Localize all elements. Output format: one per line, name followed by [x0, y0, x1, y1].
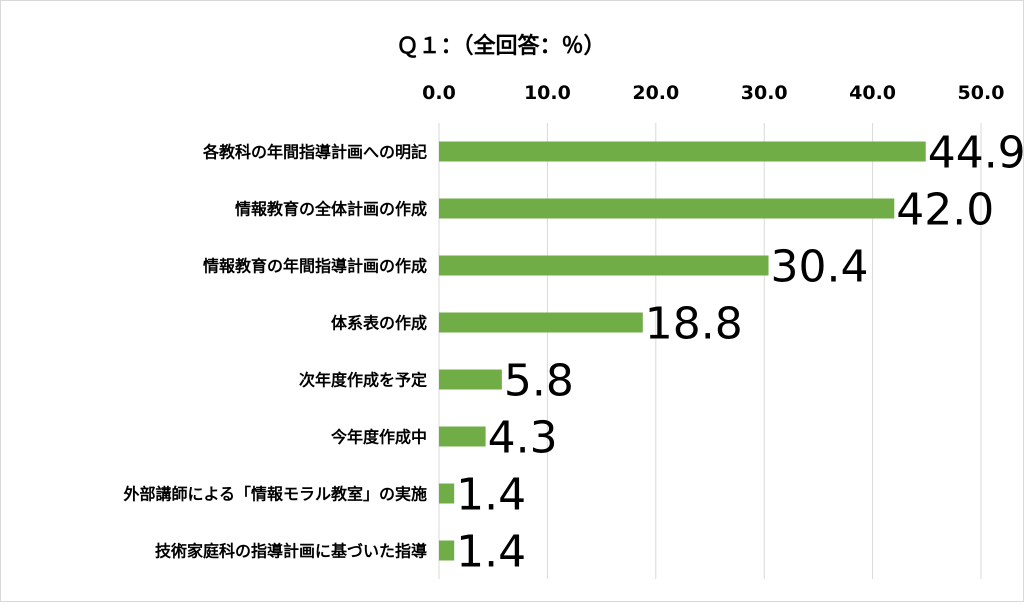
bars	[439, 141, 926, 561]
category-label: 体系表の作成	[331, 314, 427, 333]
data-label: 1.4	[456, 527, 526, 578]
category-label: 情報教育の年間指導計画の作成	[203, 257, 427, 276]
category-label: 技術家庭科の指導計画に基づいた指導	[155, 542, 427, 561]
data-label: 30.4	[771, 242, 869, 293]
chart-title: Ｑ１：（全回答：％）	[396, 33, 605, 59]
bar	[439, 483, 455, 504]
category-label: 外部講師による「情報モラル教室」の実施	[122, 485, 427, 504]
data-label: 1.4	[456, 470, 526, 521]
tick-label: 0.0	[422, 82, 456, 104]
category-label: 情報教育の全体計画の作成	[235, 200, 427, 219]
category-label: 各教科の年間指導計画への明記	[202, 143, 427, 162]
data-label: 4.3	[488, 413, 558, 464]
tick-label: 10.0	[524, 82, 571, 104]
bar	[439, 369, 502, 390]
category-labels: 各教科の年間指導計画への明記情報教育の全体計画の作成情報教育の年間指導計画の作成…	[122, 143, 427, 561]
tick-label: 20.0	[632, 82, 679, 104]
bar	[439, 312, 643, 333]
bar	[439, 198, 895, 219]
category-label: 次年度作成を予定	[299, 371, 427, 390]
tick-label: 30.0	[741, 82, 788, 104]
data-label: 5.8	[504, 356, 574, 407]
tick-label: 50.0	[958, 82, 1005, 104]
tick-label: 40.0	[849, 82, 896, 104]
bar	[439, 255, 769, 276]
bar	[439, 141, 926, 162]
data-labels: 44.9 42.0 30.4 18.8 5.8 4.3 1.4 1.4	[456, 128, 1024, 578]
bar	[439, 540, 455, 561]
bar	[439, 426, 486, 447]
data-label: 18.8	[645, 299, 743, 350]
data-label: 44.9	[928, 128, 1024, 179]
x-axis-ticks: 0.0 10.0 20.0 30.0 40.0 50.0	[422, 82, 1004, 104]
data-label: 42.0	[896, 185, 994, 236]
category-label: 今年度作成中	[330, 428, 427, 447]
